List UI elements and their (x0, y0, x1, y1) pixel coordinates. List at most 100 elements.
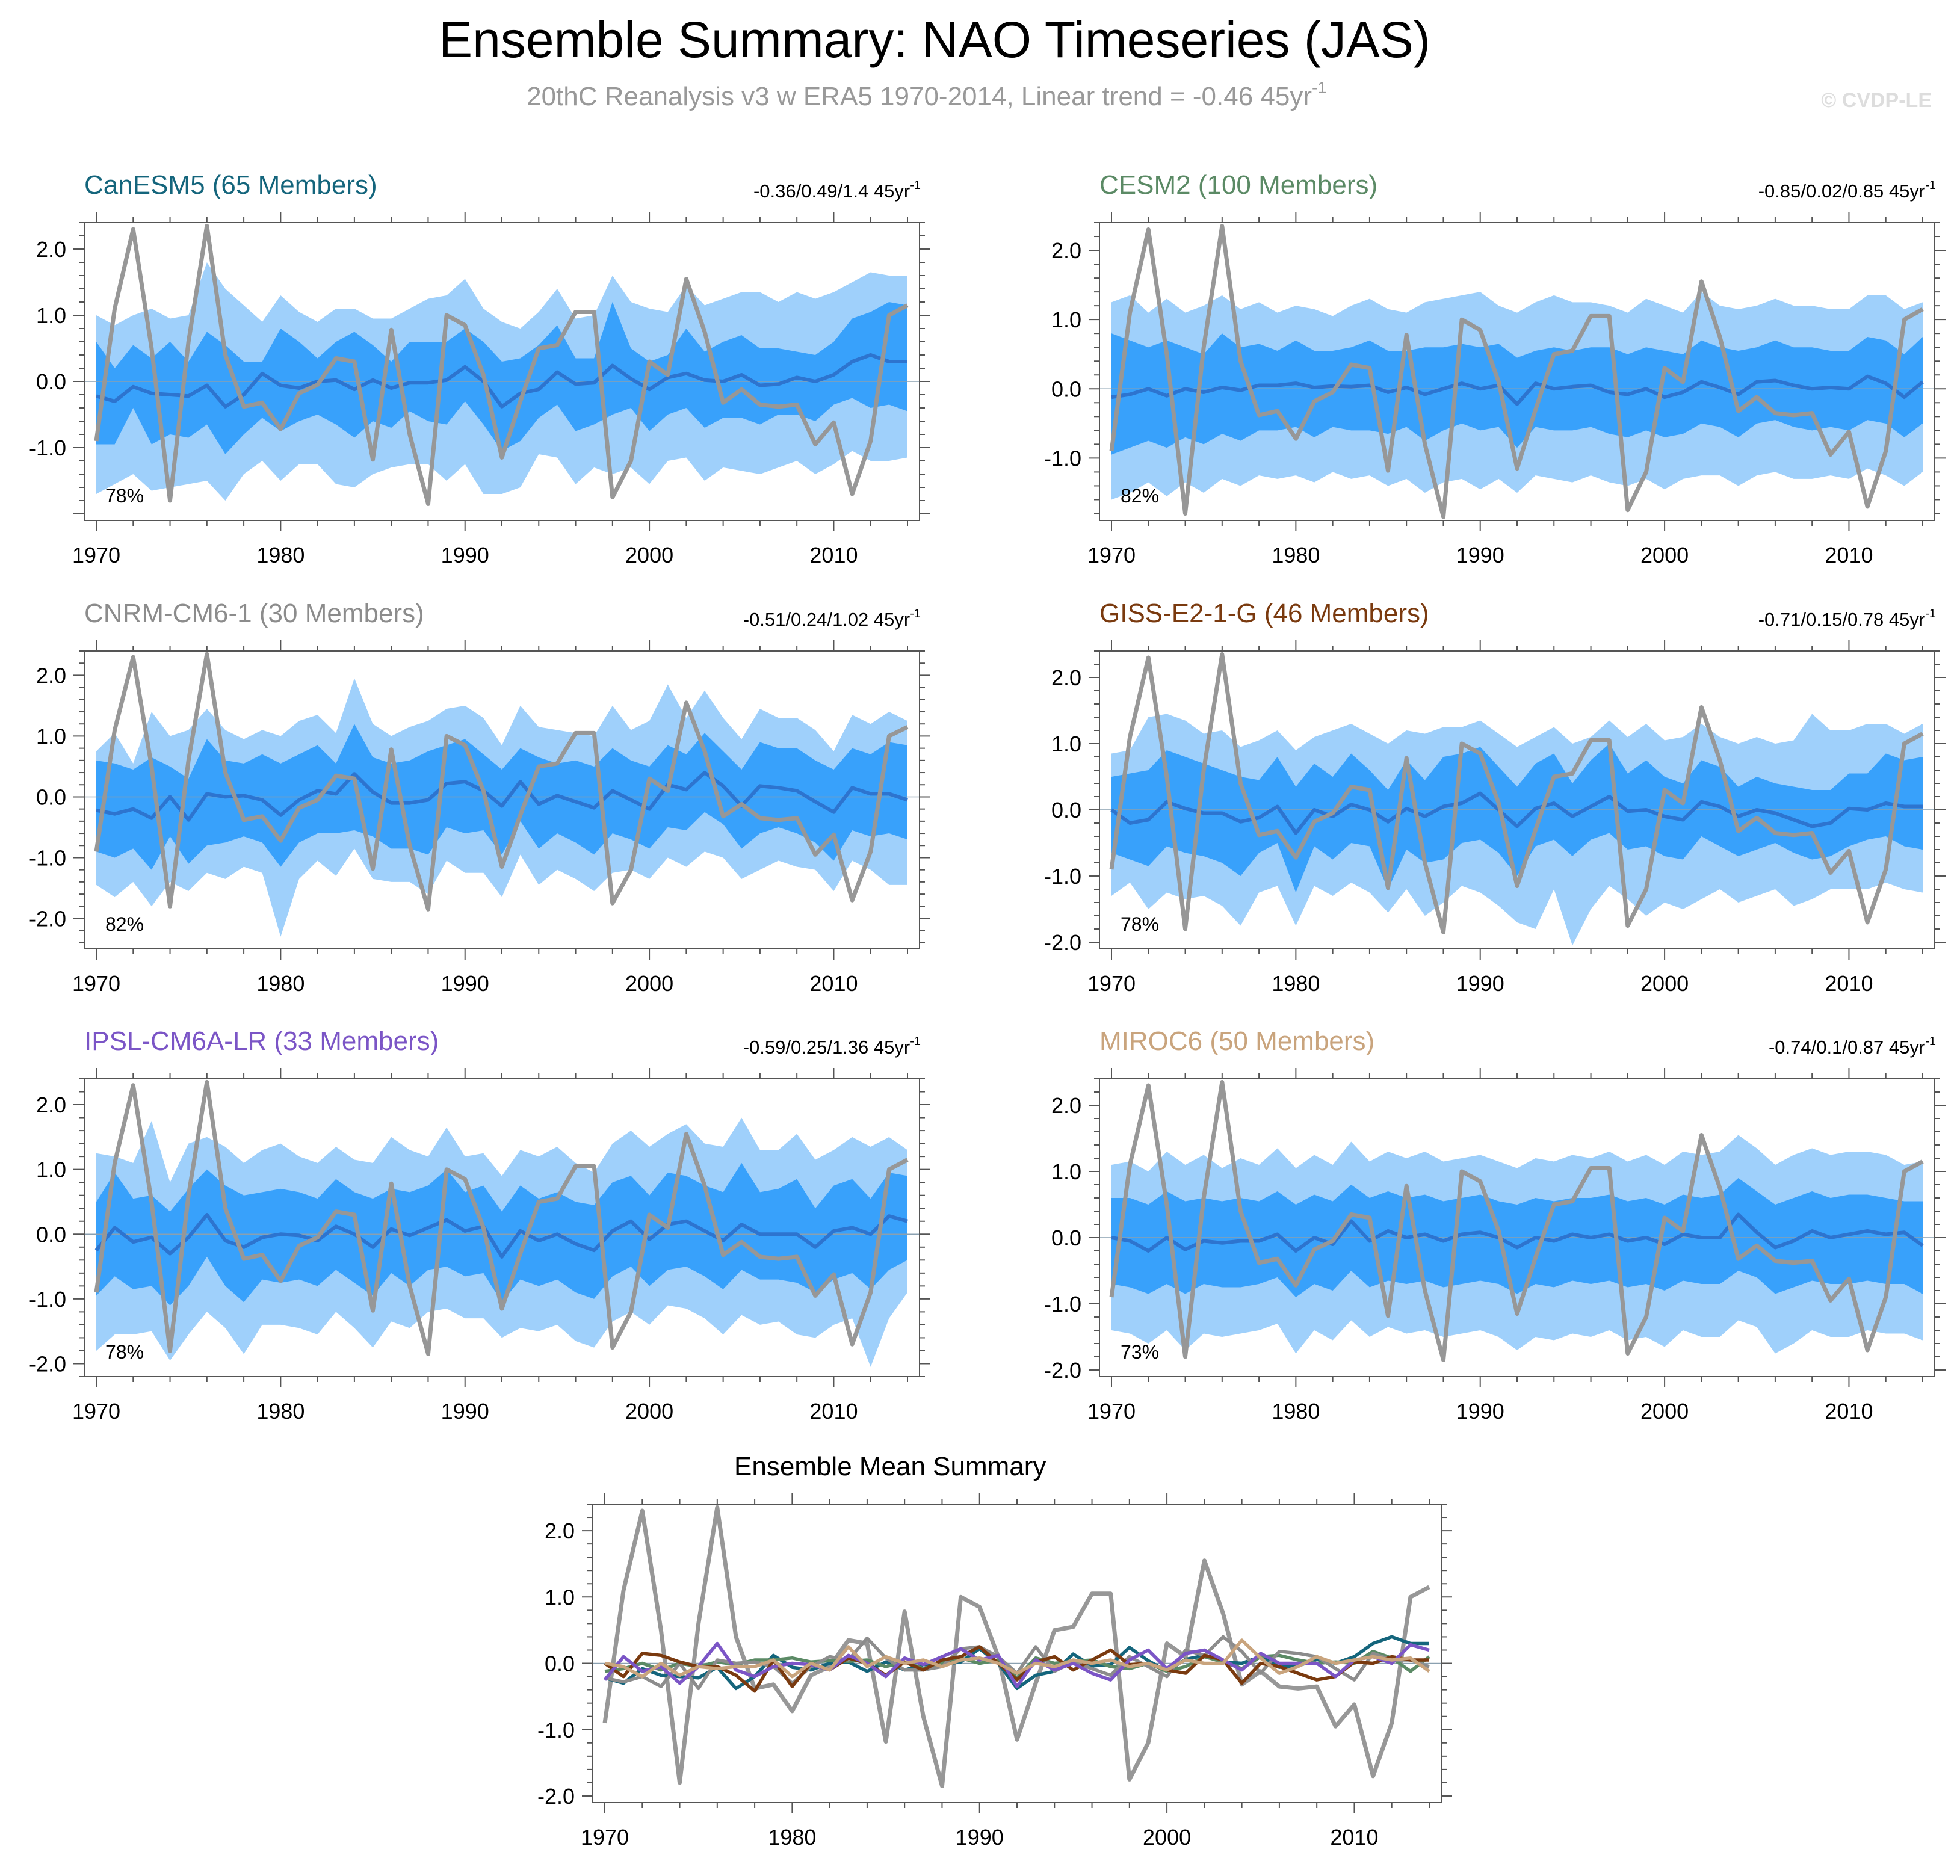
panel-6: MIROC6 (50 Members) -0.74/0.1/0.87 45yr-1… (1044, 1026, 1946, 1424)
series-line-5 (604, 1645, 1429, 1693)
trend-main: -0.59/0.25/1.36 45yr (743, 1037, 910, 1058)
panel-4: GISS-E2-1-G (46 Members) -0.71/0.15/0.78 … (1044, 599, 1946, 996)
x-tick-label: 2000 (1640, 543, 1689, 567)
y-tick-label: 1.0 (36, 1158, 66, 1182)
panel-title: CESM2 (100 Members) (1099, 170, 1377, 200)
y-tick-label: -1.0 (537, 1718, 575, 1742)
y-tick-label: 1.0 (36, 724, 66, 748)
y-tick-label: -2.0 (29, 906, 66, 931)
panel-7: Ensemble Mean Summary2.01.00.0-1.0-2.019… (537, 1452, 1452, 1850)
y-tick-label: -1.0 (1044, 446, 1081, 471)
y-tick-label: 0.0 (545, 1652, 575, 1676)
x-tick-label: 1990 (441, 1399, 489, 1424)
ensemble-mean-line (96, 353, 907, 409)
y-tick-label: 0.0 (36, 1222, 66, 1247)
y-tick-label: 0.0 (36, 369, 66, 394)
x-tick-label: 2000 (1640, 1399, 1689, 1424)
series-line-7 (604, 1638, 1430, 1679)
series-line-1 (602, 1505, 1430, 1788)
trend-superscript: -1 (910, 607, 921, 620)
y-tick-label: -2.0 (537, 1784, 575, 1809)
y-tick-label: 2.0 (36, 237, 66, 262)
ensemble-mean-line (96, 771, 908, 822)
trend-superscript: -1 (1925, 179, 1936, 192)
y-tick-label: -2.0 (1044, 1358, 1081, 1383)
panel-title: IPSL-CM6A-LR (33 Members) (84, 1026, 439, 1056)
y-tick-label: -1.0 (29, 1287, 66, 1312)
series-line-2 (604, 1635, 1429, 1691)
ensemble-mean-line (1111, 374, 1924, 406)
x-tick-label: 2010 (1825, 543, 1873, 567)
x-tick-label: 1990 (1456, 543, 1504, 567)
x-tick-label: 1970 (1087, 971, 1136, 996)
x-tick-label: 1970 (1087, 1399, 1136, 1424)
x-tick-label: 1970 (72, 543, 120, 567)
trend-main: -0.36/0.49/1.4 45yr (753, 181, 910, 202)
trend-label: -0.85/0.02/0.85 45yr-1 (1758, 179, 1936, 202)
panel-1: CanESM5 (65 Members) -0.36/0.49/1.4 45yr-… (29, 170, 930, 567)
trend-label: -0.74/0.1/0.87 45yr-1 (1769, 1035, 1936, 1058)
ensemble-mean-line (94, 1213, 908, 1259)
y-tick-label: 2.0 (36, 663, 66, 688)
y-tick-label: 2.0 (1051, 238, 1081, 263)
x-tick-label: 1970 (72, 1399, 120, 1424)
x-tick-label: 1990 (441, 543, 489, 567)
plot-frame (592, 1504, 1442, 1803)
panel-title: MIROC6 (50 Members) (1099, 1026, 1374, 1056)
inner-spread-band (1111, 333, 1923, 455)
y-tick-label: 1.0 (1051, 1159, 1081, 1184)
trend-superscript: -1 (910, 179, 921, 192)
x-tick-label: 1980 (256, 1399, 305, 1424)
trend-main: -0.71/0.15/0.78 45yr (1758, 609, 1925, 630)
trend-superscript: -1 (910, 1035, 921, 1048)
x-tick-label: 2010 (809, 1399, 858, 1424)
x-tick-label: 1980 (768, 1825, 816, 1850)
x-tick-label: 1980 (256, 543, 305, 567)
watermark: © CVDP-LE (1821, 89, 1932, 112)
y-tick-label: -2.0 (29, 1351, 66, 1376)
observed-line (1109, 224, 1924, 519)
subtitle-superscript: -1 (1312, 78, 1327, 97)
y-tick-label: 1.0 (1051, 307, 1081, 332)
observed-line (94, 224, 909, 506)
y-tick-label: 2.0 (36, 1093, 66, 1117)
panel-title: Ensemble Mean Summary (734, 1452, 1046, 1481)
y-tick-label: -2.0 (1044, 930, 1081, 955)
inner-spread-band (96, 302, 907, 454)
x-tick-label: 1970 (581, 1825, 629, 1850)
subtitle-main: 20thC Reanalysis v3 w ERA5 1970-2014, Li… (527, 82, 1312, 111)
observed-line (1109, 1080, 1924, 1362)
x-tick-label: 1970 (1087, 543, 1136, 567)
panel-title: CanESM5 (65 Members) (84, 170, 377, 200)
x-tick-label: 1990 (1456, 971, 1504, 996)
x-tick-label: 1980 (1272, 1399, 1320, 1424)
y-tick-label: 1.0 (1051, 732, 1081, 756)
panel-2: CESM2 (100 Members) -0.85/0.02/0.85 45yr-… (1044, 170, 1946, 567)
trend-label: -0.51/0.24/1.02 45yr-1 (743, 607, 921, 630)
trend-superscript: -1 (1925, 1035, 1936, 1048)
observed-line (1109, 652, 1924, 934)
ensemble-mean-line (1110, 791, 1923, 835)
percent-label: 73% (1121, 1341, 1159, 1363)
trend-label: -0.36/0.49/1.4 45yr-1 (753, 179, 921, 202)
x-tick-label: 1990 (1456, 1399, 1504, 1424)
panel-3: CNRM-CM6-1 (30 Members) -0.51/0.24/1.02 4… (29, 599, 930, 996)
y-tick-label: -1.0 (1044, 1292, 1081, 1316)
series-line-6 (603, 1641, 1430, 1688)
y-tick-label: 2.0 (545, 1519, 575, 1543)
x-tick-label: 2010 (1825, 971, 1873, 996)
trend-superscript: -1 (1925, 607, 1936, 620)
subtitle: 20thC Reanalysis v3 w ERA5 1970-2014, Li… (527, 78, 1327, 111)
y-tick-label: 1.0 (545, 1585, 575, 1609)
trend-main: -0.74/0.1/0.87 45yr (1769, 1037, 1925, 1058)
x-tick-label: 1980 (1272, 971, 1320, 996)
x-tick-label: 2000 (625, 543, 673, 567)
x-tick-label: 2010 (809, 543, 858, 567)
x-tick-label: 1990 (956, 1825, 1004, 1850)
y-tick-label: 0.0 (1051, 798, 1081, 822)
panels: CanESM5 (65 Members) -0.36/0.49/1.4 45yr-… (29, 170, 1946, 1850)
inner-spread-band (1111, 744, 1923, 893)
x-tick-label: 2000 (625, 1399, 673, 1424)
trend-main: -0.85/0.02/0.85 45yr (1758, 181, 1925, 202)
